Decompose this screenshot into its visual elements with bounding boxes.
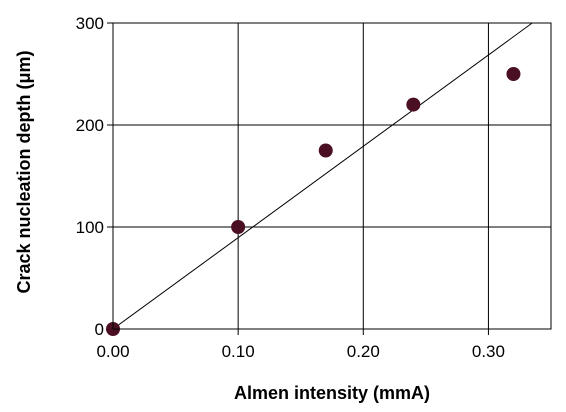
x-tick-labels: 0.00 0.10 0.20 0.30 [96, 342, 505, 361]
data-point [406, 97, 421, 112]
y-axis-title: Crack nucleation depth (μm) [14, 50, 34, 293]
y-tick-label: 100 [76, 218, 104, 237]
y-tick-labels: 0 100 200 300 [76, 14, 104, 339]
trend-line-group [112, 22, 533, 330]
grid-lines [107, 22, 551, 335]
x-axis-title: Almen intensity (mmA) [234, 383, 430, 403]
trend-line [112, 22, 533, 330]
y-tick-label: 0 [95, 320, 104, 339]
x-tick-label: 0.30 [472, 342, 505, 361]
data-point [231, 220, 246, 234]
data-points [106, 67, 521, 336]
x-tick-label: 0.10 [222, 342, 255, 361]
x-tick-label: 0.20 [347, 342, 380, 361]
y-tick-label: 200 [76, 116, 104, 135]
plot-frame [112, 22, 552, 330]
data-point [318, 143, 333, 158]
y-tick-label: 300 [76, 14, 104, 33]
data-point [506, 67, 521, 81]
x-tick-label: 0.00 [96, 342, 129, 361]
